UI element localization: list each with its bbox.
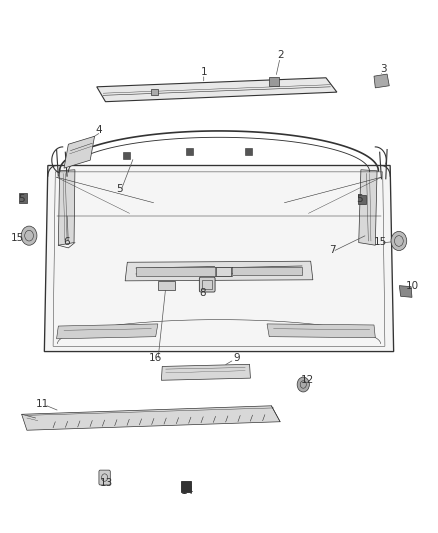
Text: 13: 13: [100, 479, 113, 488]
Bar: [245, 148, 252, 155]
Text: 5: 5: [116, 184, 123, 194]
Text: 14: 14: [180, 487, 194, 496]
Polygon shape: [374, 74, 389, 88]
Bar: [19, 193, 27, 203]
Text: 5: 5: [18, 194, 25, 204]
Polygon shape: [21, 406, 280, 430]
Text: 8: 8: [200, 288, 206, 298]
Bar: [358, 195, 366, 204]
Text: 15: 15: [374, 237, 387, 247]
Circle shape: [21, 226, 37, 245]
Text: 10: 10: [406, 281, 420, 290]
Bar: [215, 266, 231, 276]
Text: 11: 11: [36, 399, 49, 409]
Bar: [186, 148, 193, 155]
Polygon shape: [399, 286, 412, 297]
Text: 12: 12: [300, 375, 314, 385]
Polygon shape: [267, 324, 375, 338]
Text: 6: 6: [64, 237, 71, 247]
Bar: [136, 266, 215, 276]
Polygon shape: [57, 324, 158, 339]
Polygon shape: [161, 365, 251, 380]
Text: 9: 9: [233, 353, 240, 363]
Polygon shape: [64, 136, 95, 168]
Text: 5: 5: [356, 194, 363, 204]
Text: 7: 7: [329, 245, 336, 255]
Polygon shape: [359, 169, 377, 245]
Bar: [269, 77, 279, 86]
Text: 15: 15: [11, 233, 24, 243]
Text: 3: 3: [380, 64, 387, 74]
Circle shape: [391, 231, 407, 251]
Text: 16: 16: [149, 353, 162, 363]
FancyBboxPatch shape: [199, 277, 215, 292]
Polygon shape: [97, 78, 337, 102]
Text: 1: 1: [201, 67, 207, 77]
Bar: [181, 481, 191, 492]
Polygon shape: [44, 165, 394, 352]
Bar: [123, 152, 130, 159]
Circle shape: [297, 377, 309, 392]
Polygon shape: [58, 169, 75, 245]
Bar: [232, 266, 302, 275]
FancyBboxPatch shape: [99, 470, 110, 485]
Bar: [158, 281, 175, 290]
Bar: [202, 280, 212, 289]
Text: 4: 4: [95, 125, 102, 135]
Bar: [151, 89, 158, 95]
Text: 2: 2: [277, 50, 283, 60]
Polygon shape: [125, 261, 313, 281]
